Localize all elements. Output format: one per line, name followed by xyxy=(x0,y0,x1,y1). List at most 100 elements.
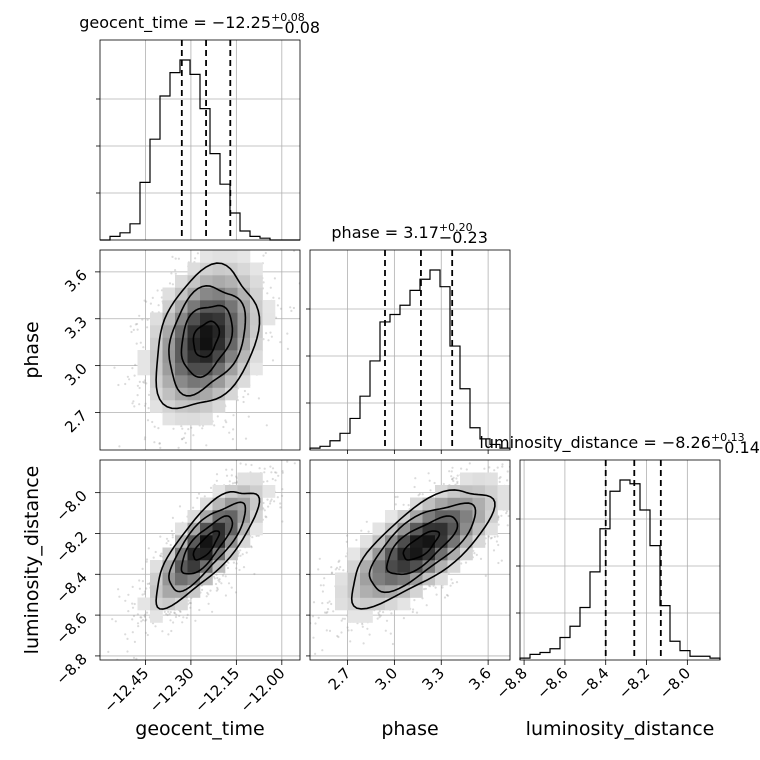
joint-sample xyxy=(279,341,282,344)
joint-panel-geocent_time-luminosity_distance xyxy=(99,438,301,661)
joint-sample xyxy=(175,613,178,616)
joint-sample xyxy=(216,588,219,591)
joint-sample xyxy=(267,339,270,342)
joint-sample xyxy=(126,375,129,378)
joint-sample xyxy=(152,556,155,559)
joint-density-cell xyxy=(262,485,276,498)
joint-sample xyxy=(143,614,146,617)
joint-sample xyxy=(250,545,253,548)
joint-sample xyxy=(188,601,191,605)
joint-sample xyxy=(266,292,269,295)
joint-sample xyxy=(173,611,176,614)
joint-sample xyxy=(131,602,134,605)
joint-sample xyxy=(394,503,397,506)
joint-sample xyxy=(377,611,380,615)
joint-sample xyxy=(274,471,277,474)
joint-sample xyxy=(317,616,320,619)
joint-sample xyxy=(213,424,216,427)
joint-sample xyxy=(411,610,414,614)
joint-sample xyxy=(460,467,463,470)
joint-density-cell xyxy=(187,287,201,301)
joint-sample xyxy=(212,242,214,244)
joint-sample xyxy=(330,571,334,574)
joint-sample xyxy=(118,595,121,598)
joint-sample xyxy=(154,550,157,554)
joint-density-cell xyxy=(150,400,163,413)
joint-sample xyxy=(223,241,225,243)
joint-sample xyxy=(134,323,137,326)
joint-sample xyxy=(169,543,172,547)
joint-sample xyxy=(136,328,139,331)
joint-sample xyxy=(171,533,174,537)
joint-sample xyxy=(276,457,278,459)
joint-sample xyxy=(340,619,343,622)
joint-sample xyxy=(250,546,253,549)
joint-density-cell xyxy=(175,312,188,326)
joint-sample xyxy=(271,467,275,470)
joint-sample xyxy=(159,446,162,449)
joint-density-cell xyxy=(212,362,226,376)
joint-sample xyxy=(201,588,204,592)
joint-sample xyxy=(179,610,182,614)
joint-sample xyxy=(245,551,248,554)
joint-sample xyxy=(249,223,251,225)
joint-density-cell xyxy=(175,572,188,586)
joint-sample xyxy=(250,463,253,467)
hist-panel-phase xyxy=(306,249,511,451)
hist-grid-geocent_time xyxy=(100,40,300,240)
joint-sample xyxy=(145,558,149,561)
joint-density-cell xyxy=(225,275,238,288)
joint-density-cell xyxy=(212,375,226,388)
joint-sample xyxy=(153,425,156,428)
joint-sample xyxy=(281,471,284,474)
joint-sample xyxy=(127,593,130,596)
joint-sample xyxy=(213,577,216,580)
joint-content-phase-luminosity_distance xyxy=(310,460,515,660)
joint-density-cell xyxy=(250,262,263,276)
joint-sample xyxy=(117,588,120,591)
joint-sample xyxy=(151,420,154,424)
joint-density-cell xyxy=(212,275,226,288)
joint-density-cell xyxy=(162,412,176,426)
joint-sample xyxy=(242,395,245,399)
joint-sample xyxy=(178,505,182,508)
joint-sample xyxy=(292,306,295,310)
joint-sample xyxy=(132,400,135,403)
joint-sample xyxy=(132,614,136,618)
joint-sample xyxy=(147,547,150,550)
joint-density-cell xyxy=(225,250,238,263)
joint-density-cell xyxy=(250,485,263,498)
joint-sample xyxy=(165,537,169,540)
joint-sample xyxy=(264,515,267,518)
joint-sample xyxy=(156,289,159,292)
joint-sample xyxy=(207,602,210,605)
joint-sample xyxy=(361,625,364,628)
joint-sample xyxy=(513,493,515,495)
joint-density-cell xyxy=(237,312,251,326)
joint-sample xyxy=(147,393,151,396)
joint-density-cell xyxy=(150,337,163,351)
joint-sample xyxy=(413,599,416,602)
joint-sample xyxy=(192,506,195,509)
joint-sample xyxy=(265,516,268,519)
joint-sample xyxy=(402,617,405,620)
joint-sample xyxy=(170,272,173,275)
joint-sample xyxy=(267,505,270,508)
joint-sample xyxy=(464,561,468,564)
joint-sample xyxy=(225,564,228,567)
joint-sample xyxy=(170,629,173,633)
joint-sample xyxy=(171,455,173,457)
joint-sample xyxy=(286,347,289,350)
joint-sample xyxy=(154,625,157,628)
joint-sample xyxy=(166,613,169,617)
joint-sample xyxy=(190,426,193,429)
joint-sample xyxy=(497,561,500,565)
joint-sample xyxy=(144,619,147,622)
joint-sample xyxy=(107,650,110,654)
joint-sample xyxy=(362,642,365,645)
joint-density-cell xyxy=(212,510,226,523)
joint-sample xyxy=(424,587,427,590)
joint-sample xyxy=(133,374,136,377)
joint-sample xyxy=(258,438,260,440)
